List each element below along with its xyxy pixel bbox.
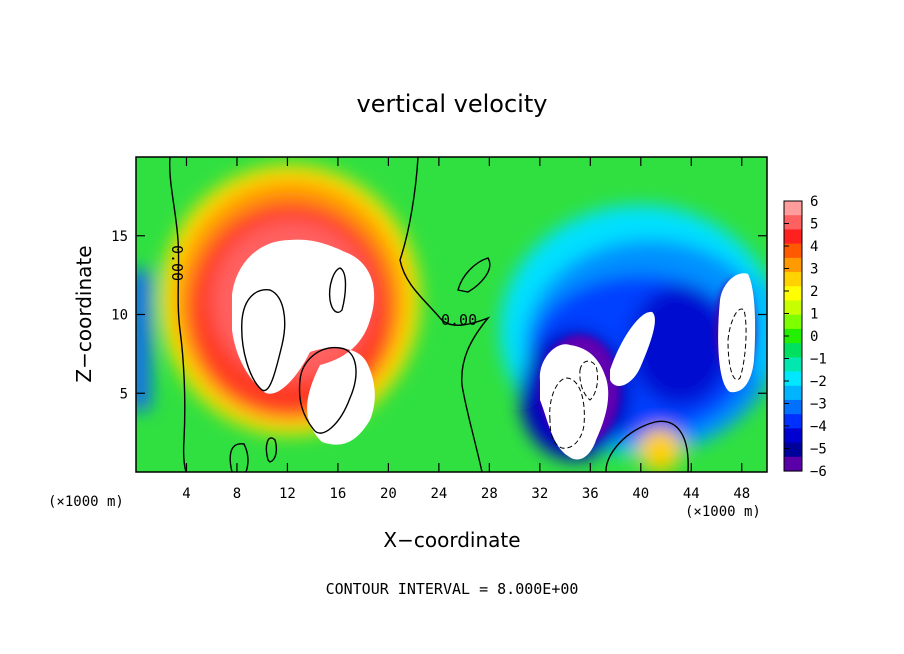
colorbar-label: 4 [810, 239, 818, 255]
chart-title: vertical velocity [357, 90, 548, 118]
colorbar-swatch [784, 257, 802, 273]
colorbar-label: 1 [810, 307, 818, 323]
y-tick-label: 10 [111, 308, 128, 324]
x-tick-label: 20 [380, 486, 397, 502]
y-axis-label: Z−coordinate [72, 245, 96, 382]
saturated-regions [232, 239, 756, 460]
x-tick-label: 16 [329, 486, 346, 502]
negative-contours [549, 308, 747, 449]
colorbar-label: −5 [810, 442, 827, 458]
velocity-field: 0.00 0.00 [136, 157, 767, 472]
colorbar-swatch [784, 456, 802, 472]
x-unit-right: (×1000 m) [685, 504, 761, 520]
colorbar-swatch [784, 314, 802, 330]
x-tick-label: 48 [733, 486, 750, 502]
colorbar-swatch [784, 300, 802, 316]
colorbar-swatch [784, 428, 802, 444]
colorbar-swatch [784, 371, 802, 387]
colorbar-label: 2 [810, 284, 818, 300]
x-tick-label: 8 [233, 486, 241, 502]
x-tick-label: 12 [279, 486, 296, 502]
colorbar-swatch [784, 357, 802, 373]
colorbar-swatch [784, 272, 802, 287]
x-axis-label: X−coordinate [383, 528, 520, 552]
colorbar-label: −3 [810, 397, 827, 413]
x-unit-left: (×1000 m) [48, 494, 124, 510]
x-tick-label: 44 [683, 486, 700, 502]
colorbar-label: 3 [810, 262, 818, 278]
x-tick-label: 32 [531, 486, 548, 502]
colorbar-swatch [784, 201, 802, 216]
zero-contours [168, 157, 689, 472]
x-tick-label: 28 [481, 486, 498, 502]
colorbar-label: −1 [810, 352, 827, 368]
colorbar-swatch [784, 328, 802, 344]
x-tick-label: 24 [430, 486, 447, 502]
contour-label-left: 0.00 [168, 245, 186, 281]
colorbar: 6 5 4 3 2 1 0 −1 −2 −3 −4 −5 −6 [783, 194, 827, 480]
colorbar-swatch [784, 399, 802, 415]
colorbar-label: 5 [810, 217, 818, 233]
colorbar-swatch [784, 229, 802, 245]
x-axis-ticks: 4 8 12 16 20 24 28 32 36 40 44 48 [182, 157, 750, 502]
y-tick-label: 5 [120, 386, 128, 402]
x-tick-label: 40 [632, 486, 649, 502]
colorbar-swatch [784, 414, 802, 429]
colorbar-label: −2 [810, 374, 827, 390]
colorbar-swatch [784, 243, 802, 259]
colorbar-swatch [784, 286, 802, 302]
colorbar-swatch [784, 442, 802, 458]
colorbar-swatch [784, 215, 802, 231]
y-axis-ticks: 5 10 15 [111, 229, 767, 402]
colorbar-label: 0 [810, 329, 818, 345]
contour-label-center: 0.00 [441, 311, 477, 329]
x-tick-label: 4 [182, 486, 190, 502]
x-tick-label: 36 [582, 486, 599, 502]
colorbar-swatch [784, 343, 802, 358]
contour-interval-note: CONTOUR INTERVAL = 8.000E+00 [326, 580, 579, 598]
colorbar-label: 6 [810, 194, 818, 210]
colorbar-label: −4 [810, 419, 827, 435]
y-tick-label: 15 [111, 229, 128, 245]
colorbar-label: −6 [810, 464, 827, 480]
colorbar-swatch [784, 385, 802, 401]
